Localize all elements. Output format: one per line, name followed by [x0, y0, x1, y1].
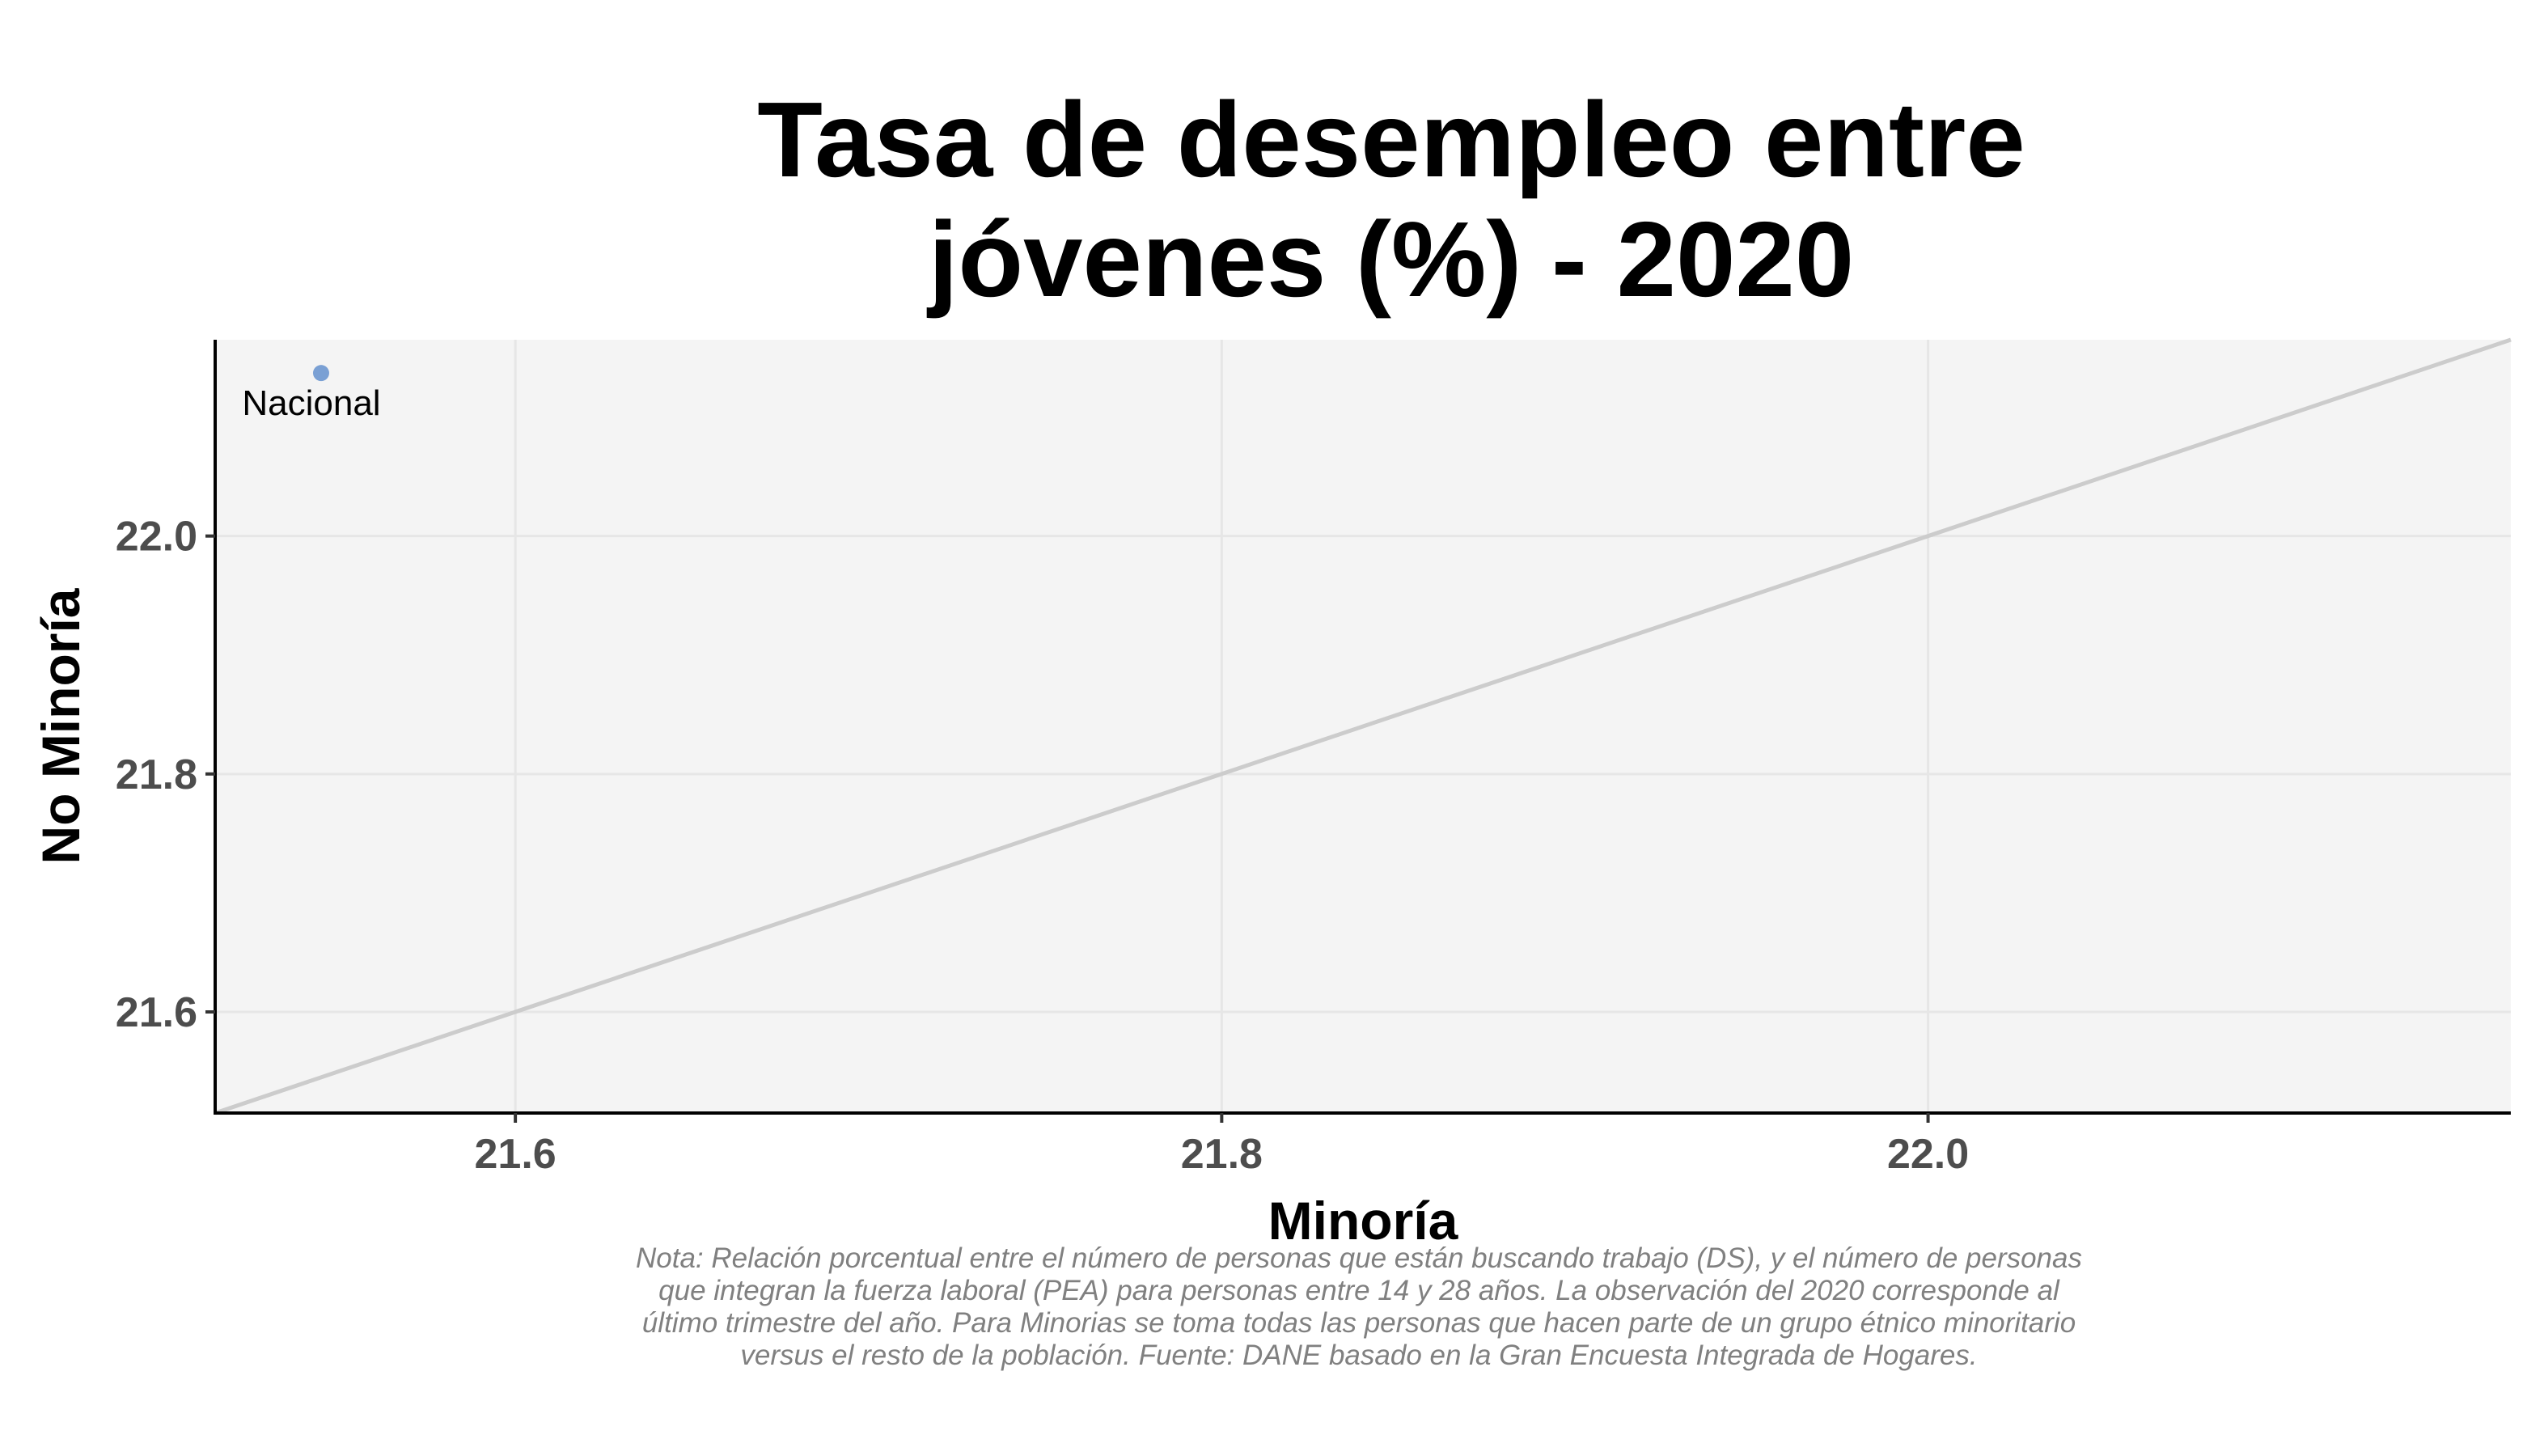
data-point	[312, 365, 329, 382]
reference-line	[214, 337, 2512, 1115]
y-axis-title: No Minoría	[31, 587, 91, 864]
x-ticks: 21.6 21.8 22.0	[475, 1113, 1969, 1178]
y-tick-label: 21.8	[116, 751, 197, 798]
y-ticks: 21.6 21.8 22.0	[116, 514, 215, 1036]
point-label: Nacional	[242, 383, 380, 423]
grid-lines	[215, 340, 2511, 1113]
points-group: Nacional	[242, 365, 381, 423]
chart-title-line-2: jóvenes (%) - 2020	[926, 200, 1855, 319]
reference-line-group	[214, 337, 2512, 1115]
chart-title-line-1: Tasa de desempleo entre	[757, 80, 2025, 199]
x-tick-label: 21.6	[475, 1131, 557, 1178]
x-tick-label: 21.8	[1181, 1131, 1263, 1178]
x-tick-label: 22.0	[1887, 1131, 1969, 1178]
x-axis-title: Minoría	[1268, 1191, 1459, 1251]
y-tick-label: 22.0	[116, 514, 197, 561]
y-tick-label: 21.6	[116, 989, 197, 1036]
chart-caption: Nota: Relación porcentual entre el númer…	[635, 1242, 2082, 1371]
